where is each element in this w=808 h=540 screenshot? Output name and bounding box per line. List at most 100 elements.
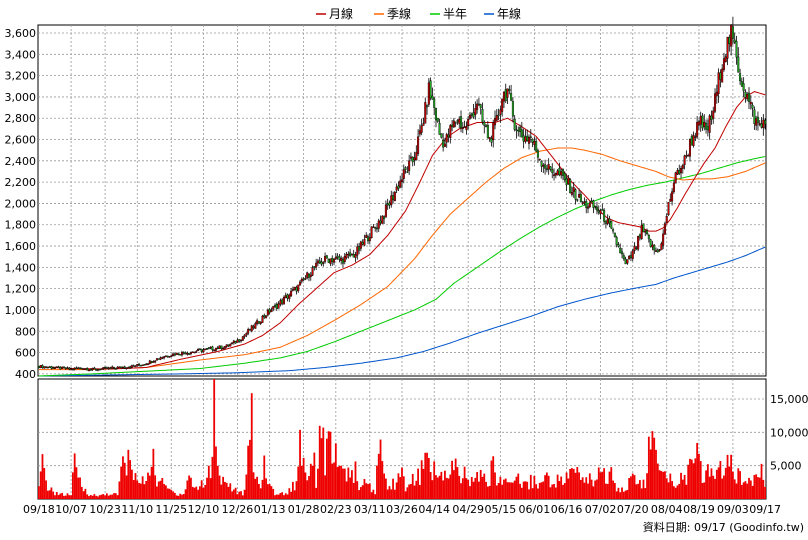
volume-bar [80,486,83,499]
candle-body [155,358,158,361]
candle-body [456,120,459,122]
candle [408,154,411,175]
candle-body [118,366,121,368]
candle-body [476,103,479,110]
candle-body [173,353,176,356]
volume-bar [272,488,275,499]
candle-body [347,253,350,256]
volume-bar [157,481,160,499]
candle-body [705,122,708,130]
volume-bar [386,489,389,499]
candle-body [293,286,296,290]
volume-bar [417,468,419,499]
candle-body [399,180,402,188]
candle-body [681,165,684,169]
volume-bar [263,455,266,499]
volume-bar [478,481,480,499]
candle-body [674,172,677,184]
volume-bar [191,486,194,499]
volume-bar [735,483,738,499]
candle-body [426,105,429,108]
volume-bar [123,462,126,499]
candle-body [683,155,686,165]
candle [420,118,423,136]
volume-bar [703,482,706,499]
candle-body [333,259,336,263]
candle-body [325,255,328,259]
candle [363,234,366,247]
volume-bar [406,487,409,499]
source-label: 資料日期: 09/17 (Goodinfo.tw) [643,520,804,534]
candle [118,366,121,368]
candle-body [665,216,668,223]
volume-bar [261,479,264,499]
candle [440,133,443,139]
candle-body [642,223,645,233]
volume-bar [581,477,584,499]
candle-body [592,200,595,208]
volume-bar [542,481,545,499]
candle-body [597,210,600,213]
candle-body [50,366,53,369]
candle-body [66,367,69,370]
candle-body [286,294,289,299]
candle-body [256,320,259,324]
volume-bar [486,486,489,499]
volume-bar [181,494,183,499]
volume-bar [266,484,269,499]
volume-bar [143,484,146,499]
candle-body [608,218,611,224]
candle-body [180,351,183,356]
volume-bar [696,443,699,499]
volume-bar [533,475,536,499]
candle [211,345,214,352]
candle-body [73,367,76,370]
candle-body [125,367,128,370]
volume-bar [68,495,71,499]
volume-bar [442,480,445,499]
candle [336,253,339,260]
volume-bar [188,475,191,499]
volume-bar [308,476,310,499]
candle-body [250,325,253,332]
candle [708,114,711,140]
candle [182,351,185,355]
volume-bar [333,462,335,499]
candle [189,351,192,356]
candle [282,295,285,305]
candle-body [291,289,294,291]
volume-bar [717,467,720,499]
volume-bar [283,495,285,499]
volume-bar [420,460,423,499]
volume-bar [562,484,564,499]
candle-body [751,104,754,109]
volume-bar [104,495,106,499]
candle-body [731,26,734,39]
volume-bar [390,489,393,499]
candle-body [306,272,309,278]
volume-bar [742,482,745,499]
volume-bar [347,467,350,499]
candle [422,117,425,126]
candle-body [488,136,491,140]
candle-body [164,355,167,357]
candle [617,241,620,248]
candle-body [259,321,262,324]
volume-bar [245,474,248,499]
volume-bar [131,469,133,499]
volume-bar [764,486,766,499]
price-tick-label: 400 [15,368,36,381]
candle-body [520,129,523,138]
candle-body [635,247,638,250]
volume-bar [93,494,96,499]
volume-bar [608,471,611,499]
candle-body [511,101,514,117]
candle-body [379,220,382,224]
candle [646,228,649,236]
volume-bar [293,490,296,499]
volume-bar [701,482,704,499]
volume-bar [148,475,151,499]
volume-bar [601,471,604,499]
candle-body [352,254,355,258]
candle [383,215,386,225]
